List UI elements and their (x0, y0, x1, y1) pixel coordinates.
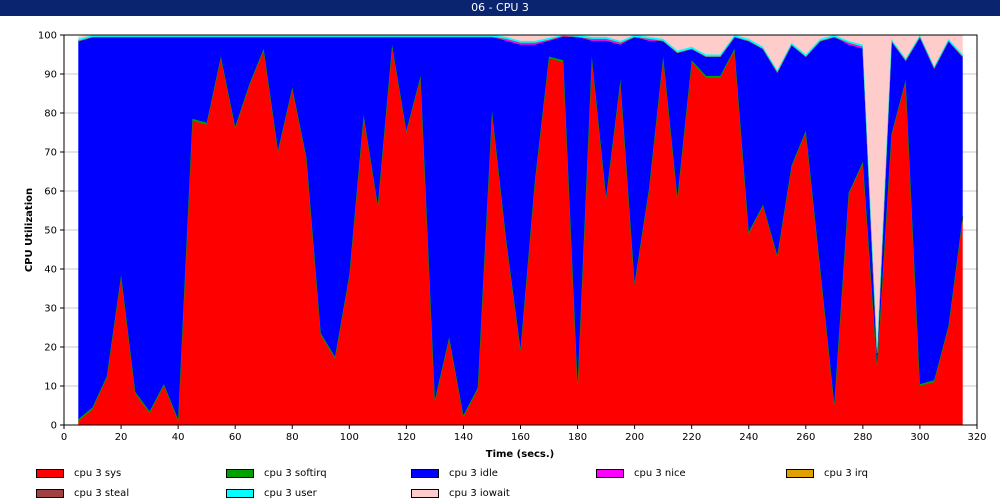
x-tick-label: 240 (739, 432, 758, 443)
legend-label: cpu 3 sys (74, 467, 122, 479)
x-axis-label: Time (secs.) (486, 449, 555, 460)
x-tick-label: 180 (568, 432, 587, 443)
y-tick-label: 50 (44, 226, 57, 237)
area-cpu-3-idle (78, 36, 963, 420)
x-tick-label: 80 (286, 432, 299, 443)
y-tick-label: 60 (44, 187, 57, 198)
stacked-areas (77, 33, 964, 425)
x-tick-label: 300 (910, 432, 929, 443)
y-tick-label: 10 (44, 382, 57, 393)
legend-label: cpu 3 irq (824, 467, 868, 479)
legend-item: cpu 3 steal (36, 485, 129, 501)
y-tick-label: 30 (44, 304, 57, 315)
x-tick-label: 220 (682, 432, 701, 443)
x-axis-ticks: 0 20 40 60 80 100 120 140 160 180 200 220 240 260 280 3… (61, 425, 987, 443)
y-axis-label: CPU Utilization (24, 188, 35, 272)
y-tick-label: 90 (44, 70, 57, 81)
x-tick-label: 320 (967, 432, 986, 443)
legend-item: cpu 3 idle (411, 465, 498, 481)
legend-label: cpu 3 nice (634, 467, 686, 479)
legend: cpu 3 sys cpu 3 softirq cpu 3 idle cpu 3 ni… (36, 465, 986, 501)
y-tick-label: 100 (38, 31, 57, 42)
x-tick-label: 0 (61, 432, 67, 443)
legend-item: cpu 3 irq (786, 465, 868, 481)
x-tick-label: 280 (853, 432, 872, 443)
legend-item: cpu 3 user (226, 485, 317, 501)
x-tick-label: 260 (796, 432, 815, 443)
legend-swatch (36, 488, 64, 498)
legend-swatch (411, 488, 439, 498)
x-tick-label: 40 (172, 432, 185, 443)
legend-swatch (411, 468, 439, 478)
legend-item: cpu 3 softirq (226, 465, 327, 481)
legend-label: cpu 3 user (264, 487, 317, 499)
cpu-utilization-chart: 0 20 40 60 80 100 120 140 160 180 200 220 240 260 280 3… (24, 31, 987, 461)
y-tick-label: 80 (44, 109, 57, 120)
legend-swatch (36, 468, 64, 478)
window-title: 06 - CPU 3 (0, 0, 1000, 16)
x-tick-label: 60 (229, 432, 242, 443)
x-tick-label: 140 (454, 432, 473, 443)
legend-swatch (226, 488, 254, 498)
x-tick-label: 120 (397, 432, 416, 443)
x-tick-label: 20 (115, 432, 128, 443)
area-cpu-3-sys (78, 46, 963, 425)
y-tick-label: 70 (44, 148, 57, 159)
legend-swatch (786, 468, 814, 478)
legend-item: cpu 3 sys (36, 465, 121, 481)
y-tick-label: 40 (44, 265, 57, 276)
legend-label: cpu 3 iowait (449, 487, 510, 499)
legend-label: cpu 3 steal (74, 487, 130, 499)
x-tick-label: 100 (340, 432, 359, 443)
y-axis-ticks: 0 10 20 30 40 50 60 70 80 90 100 (38, 31, 64, 432)
legend-item: cpu 3 iowait (411, 485, 510, 501)
legend-swatch (596, 468, 624, 478)
area-cpu-3-iowait (78, 35, 963, 347)
legend-label: cpu 3 softirq (264, 467, 327, 479)
x-tick-label: 200 (625, 432, 644, 443)
y-tick-label: 20 (44, 343, 57, 354)
legend-swatch (226, 468, 254, 478)
x-tick-label: 160 (511, 432, 530, 443)
legend-label: cpu 3 idle (449, 467, 498, 479)
legend-item: cpu 3 nice (596, 465, 686, 481)
y-tick-label: 0 (51, 421, 57, 432)
